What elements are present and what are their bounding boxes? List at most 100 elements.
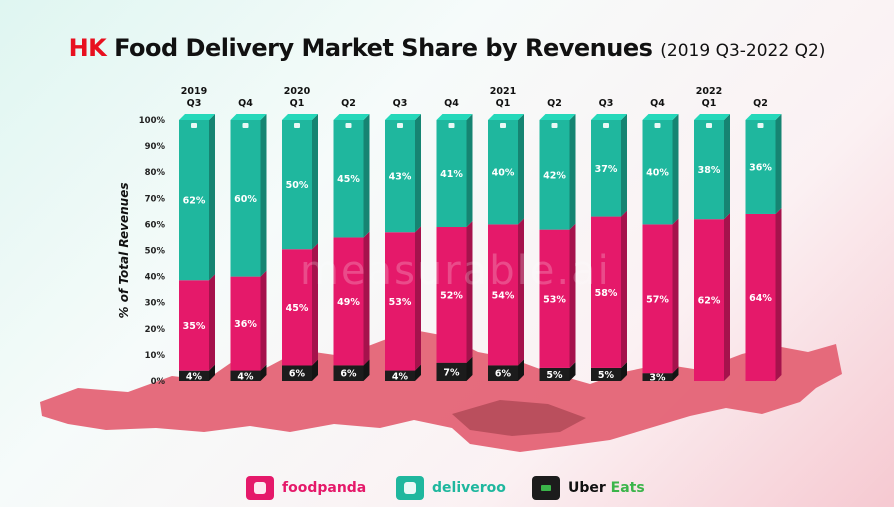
data-label-deliveroo: 43% <box>389 172 412 183</box>
y-tick-label: 40% <box>145 273 166 283</box>
bar-side-foodpanda <box>363 231 370 366</box>
category-quarter-label: Q1 <box>496 98 511 109</box>
category-quarter-label: Q4 <box>650 98 665 109</box>
bar-foodpanda <box>642 224 673 374</box>
bar-foodpanda <box>436 227 467 363</box>
deliveroo-mini-logo-icon <box>294 123 300 128</box>
data-label-deliveroo: 50% <box>286 180 309 191</box>
bar-ubereats <box>179 370 209 381</box>
bar-side-ubereats <box>466 356 473 381</box>
stacked-bars: 4% 35% 62% 4% 36% 60% 6% 45% 50% 6% 49% 45% 4% 53% 43%… <box>179 114 782 384</box>
bar-side-foodpanda <box>260 270 267 371</box>
category-quarter-label: Q2 <box>547 98 562 109</box>
data-label-foodpanda: 53% <box>389 297 412 308</box>
data-label-ubereats: 5% <box>598 370 615 381</box>
category-quarter-label: Q2 <box>753 98 768 109</box>
y-axis: 0% 10% 20% 30% 40% 50% 60% 70% 80% 90% 100% % of To… <box>117 116 165 387</box>
bar-foodpanda <box>282 249 312 366</box>
bar-side-foodpanda <box>209 274 215 371</box>
bar-group: 62% 38% <box>694 114 730 381</box>
bar-foodpanda <box>539 229 570 368</box>
category-year-label: 2021 <box>490 86 516 97</box>
bar-ubereats <box>230 370 261 381</box>
bar-ubereats <box>436 362 467 381</box>
bar-side-deliveroo <box>415 114 421 233</box>
data-label-foodpanda: 53% <box>543 294 566 305</box>
deliveroo-mini-logo-icon <box>654 123 661 128</box>
bar-group: 6% 45% 50% <box>282 114 318 381</box>
bar-deliveroo <box>282 120 312 250</box>
y-tick-label: 20% <box>145 325 166 335</box>
category-quarter-label: Q1 <box>290 98 305 109</box>
bar-top-cap <box>591 114 627 120</box>
bar-top-cap <box>333 114 370 120</box>
deliveroo-mini-logo-icon <box>706 123 712 128</box>
bar-side-foodpanda <box>518 218 524 366</box>
bar-group: 4% 35% 62% <box>179 114 215 382</box>
bar-deliveroo <box>591 120 621 217</box>
bar-foodpanda <box>745 213 776 381</box>
bar-top-cap <box>230 114 267 120</box>
y-tick-label: 60% <box>145 220 166 230</box>
bar-foodpanda <box>179 280 209 371</box>
bar-ubereats <box>333 365 364 381</box>
data-label-ubereats: 5% <box>546 370 563 381</box>
bar-side-deliveroo <box>724 114 730 220</box>
data-label-foodpanda: 35% <box>183 321 206 332</box>
bar-group: 4% 53% 43% <box>385 114 421 382</box>
data-label-deliveroo: 45% <box>337 174 360 185</box>
bar-deliveroo <box>694 120 724 220</box>
y-tick-label: 30% <box>145 299 166 309</box>
bar-side-deliveroo <box>209 114 215 281</box>
data-label-deliveroo: 41% <box>440 169 463 180</box>
data-label-foodpanda: 64% <box>749 293 772 304</box>
legend-label-deliveroo: deliveroo <box>432 480 506 496</box>
y-tick-label: 90% <box>145 142 166 152</box>
bar-group: 6% 49% 45% <box>333 114 370 381</box>
title-subtitle: (2019 Q3-2022 Q2) <box>660 41 826 61</box>
bar-side-deliveroo <box>312 114 318 250</box>
data-label-foodpanda: 57% <box>646 294 669 305</box>
bar-deliveroo <box>179 120 209 281</box>
deliveroo-mini-logo-icon <box>603 123 609 128</box>
bar-side-deliveroo <box>569 114 576 230</box>
hong-kong-map-background <box>40 330 842 452</box>
bar-side-foodpanda <box>466 221 473 363</box>
bar-side-foodpanda <box>415 226 421 371</box>
bar-foodpanda <box>333 237 364 366</box>
data-label-ubereats: 4% <box>186 371 203 382</box>
data-label-foodpanda: 36% <box>234 319 257 330</box>
bar-side-ubereats <box>672 367 679 381</box>
legend: foodpanda deliveroo Uber Eats <box>0 474 894 504</box>
legend-label-uber: Uber <box>568 480 611 496</box>
data-label-ubereats: 4% <box>237 371 254 382</box>
ubereats-logo-icon <box>532 476 560 500</box>
bar-top-cap <box>282 114 318 120</box>
bar-side-foodpanda <box>312 243 318 366</box>
bar-side-foodpanda <box>672 218 679 374</box>
bar-side-deliveroo <box>621 114 627 217</box>
legend-label-foodpanda: foodpanda <box>282 480 367 496</box>
category-quarter-label: Q1 <box>702 98 717 109</box>
category-quarter-label: Q3 <box>393 98 408 109</box>
deliveroo-mini-logo-icon <box>397 123 403 128</box>
category-quarter-label: Q4 <box>444 98 459 109</box>
map-shape <box>40 330 842 452</box>
data-label-foodpanda: 49% <box>337 297 360 308</box>
data-label-deliveroo: 38% <box>698 165 721 176</box>
category-year-label: 2020 <box>284 86 311 97</box>
data-label-ubereats: 3% <box>649 373 666 384</box>
category-quarter-label: Q3 <box>599 98 614 109</box>
legend-label-ubereats: Uber Eats <box>568 480 645 496</box>
bar-side-ubereats <box>363 359 370 381</box>
data-label-ubereats: 6% <box>495 369 512 380</box>
legend-item-ubereats: Uber Eats <box>532 476 645 500</box>
data-label-deliveroo: 60% <box>234 194 257 205</box>
bar-deliveroo <box>539 120 570 230</box>
category-quarter-label: Q3 <box>187 98 202 109</box>
data-label-deliveroo: 37% <box>595 164 618 175</box>
data-label-deliveroo: 36% <box>749 162 772 173</box>
bar-ubereats <box>282 365 312 381</box>
